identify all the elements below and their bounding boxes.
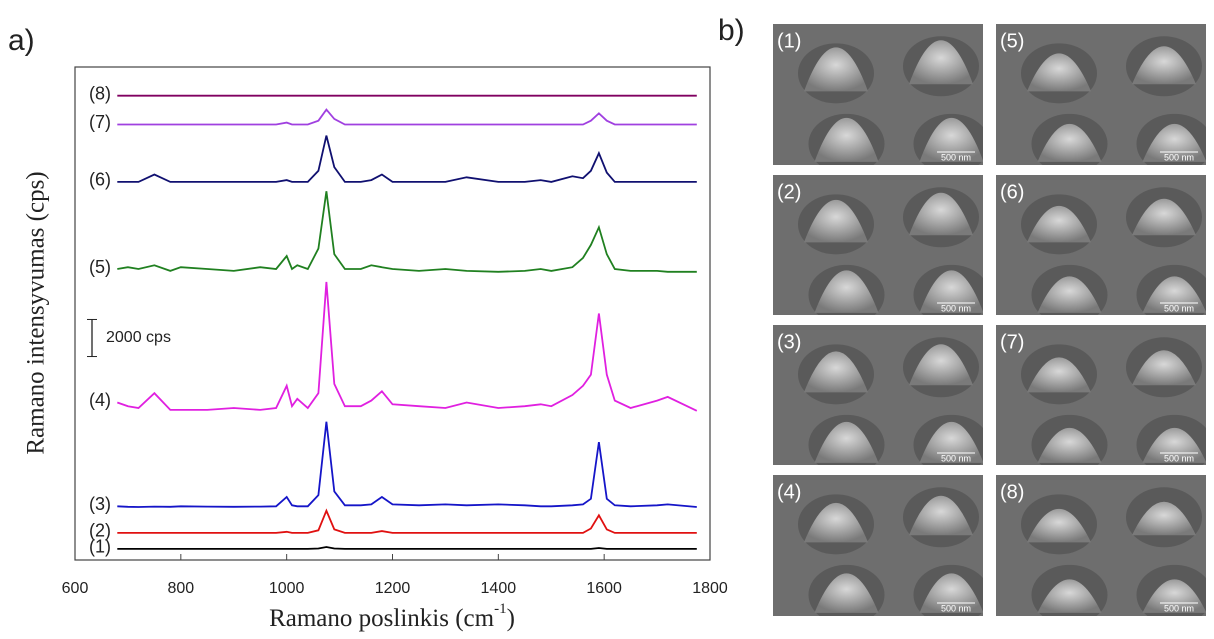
series-label: (8) [89,83,111,103]
spectrum-line [117,110,697,125]
image-scale-label: 500 nm [941,603,971,613]
sem-images: (1) 500 nm (2) 500 nm (3) 500 nm (4) 500 nm (5) 5… [760,0,1214,639]
spectrum-line [117,136,697,182]
spectrum-line [117,282,697,411]
image-label: (6) [1000,181,1024,203]
spectrum-line [117,547,697,549]
image-label: (2) [777,181,801,203]
image-gap [760,616,1214,639]
image-gap [760,0,1214,24]
panel-label: b) [718,14,745,47]
x-tick-label: 1800 [692,580,728,597]
plot-frame [75,67,710,560]
series-label: (5) [89,257,111,277]
spectrum-line [117,191,697,272]
image-gap [760,0,773,639]
image-scale-label: 500 nm [1164,152,1194,162]
image-scale-label: 500 nm [941,303,971,313]
image-scale-label: 500 nm [941,453,971,463]
image-label: (7) [1000,331,1024,353]
x-tick-label: 1000 [269,580,305,597]
image-label: (3) [777,331,801,353]
series-label: (6) [89,170,111,190]
image-scale-label: 500 nm [941,152,971,162]
series-label: (4) [89,390,111,410]
x-tick-label: 1200 [375,580,411,597]
x-tick-label: 1400 [481,580,517,597]
x-axis-title-sup: -1 [494,601,507,617]
panel-label: a) [8,24,35,57]
scale-bar-label: 2000 cps [106,329,171,346]
x-tick-label: 1600 [586,580,622,597]
image-scale-label: 500 nm [1164,453,1194,463]
image-gap [760,465,1214,475]
image-gap [760,315,1214,325]
series-label: (3) [89,494,111,514]
image-gap [760,165,1214,175]
series-label: (7) [89,112,111,132]
image-scale-label: 500 nm [1164,303,1194,313]
x-tick-label: 600 [62,580,89,597]
image-label: (4) [777,481,801,503]
x-axis-title: Ramano poslinkis (cm-1) [269,601,515,631]
image-label: (8) [1000,481,1024,503]
image-label: (5) [1000,30,1024,52]
spectrum-line [117,422,697,507]
image-label: (1) [777,30,801,52]
x-axis-title-text: Ramano poslinkis (cm [269,605,495,632]
x-tick-label: 800 [167,580,194,597]
figure: a) Ramano poslinkis (cm-1) Ramano intens… [0,0,1214,639]
spectrum-line [117,511,697,533]
y-axis-title: Ramano intensyvumas (cps) [23,171,50,454]
image-scale-label: 500 nm [1164,603,1194,613]
x-axis-title-tail: ) [507,605,515,632]
series-label: (2) [89,521,111,541]
